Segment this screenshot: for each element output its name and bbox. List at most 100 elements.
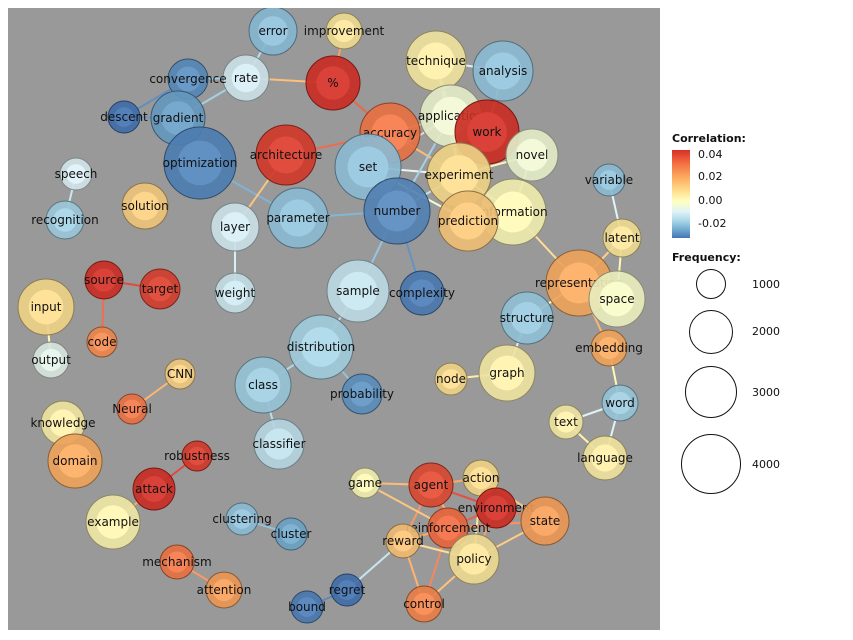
node-output-inner-circle [39, 348, 63, 372]
node-label-reinforcement: reinforcement [406, 521, 491, 535]
node-label-descent: descent [100, 110, 148, 124]
node-technique-inner-circle [417, 42, 455, 80]
node-knowledge-inner-circle [49, 409, 77, 437]
node-layer: layer [210, 202, 260, 252]
node-source-inner-circle [92, 268, 116, 292]
node-label-regret: regret [329, 583, 366, 597]
node-label-language: language [577, 451, 633, 465]
node-state: state [520, 496, 570, 546]
node-rate-inner-circle [231, 63, 261, 93]
node-novel: novel [505, 128, 559, 182]
node-label-mechanism: mechanism [142, 555, 212, 569]
node-cluster-inner-circle [281, 524, 301, 544]
node-label-percent: % [327, 76, 338, 90]
node-clustering: clustering [212, 502, 272, 536]
node-reinforcement: reinforcement [406, 507, 491, 549]
node-parameter-inner-circle [279, 199, 317, 237]
node-node-inner-circle [441, 369, 461, 389]
node-structure-inner-circle [510, 301, 544, 335]
node-label-variable: variable [585, 173, 633, 187]
node-speech-inner-circle [66, 164, 86, 184]
node-regret-inner-circle [337, 580, 357, 600]
node-text: text [548, 404, 584, 440]
node-label-node: node [436, 372, 466, 386]
node-label-attention: attention [197, 583, 252, 597]
node-label-probability: probability [330, 387, 394, 401]
node-reward: reward [382, 523, 424, 559]
node-embedding-inner-circle [597, 336, 621, 360]
node-label-complexity: complexity [389, 286, 455, 300]
node-classifier: classifier [253, 418, 306, 470]
node-latent: latent [602, 218, 642, 258]
node-attack: attack [132, 467, 176, 511]
node-input-inner-circle [28, 289, 64, 325]
node-environment: environment [458, 487, 535, 529]
node-label-action: action [463, 471, 500, 485]
node-label-sample: sample [336, 284, 380, 298]
frequency-tick-3000: 3000 [752, 386, 780, 399]
node-word-inner-circle [608, 391, 632, 415]
node-label-state: state [530, 514, 560, 528]
node-label-cnn: CNN [167, 367, 193, 381]
node-label-structure: structure [500, 311, 554, 325]
node-descent: descent [100, 100, 148, 134]
node-state-inner-circle [530, 506, 560, 536]
node-game: game [348, 467, 382, 499]
node-label-policy: policy [456, 552, 491, 566]
node-mechanism: mechanism [142, 544, 212, 580]
node-label-latent: latent [604, 231, 639, 245]
node-label-graph: graph [489, 366, 524, 380]
node-label-improvement: improvement [304, 24, 385, 38]
frequency-circle-1000 [696, 269, 726, 299]
node-label-clustering: clustering [212, 512, 271, 526]
node-novel-inner-circle [515, 138, 549, 172]
node-label-error: error [258, 24, 287, 38]
correlation-legend-title: Correlation: [672, 132, 746, 145]
node-neural-inner-circle [122, 399, 142, 419]
node-label-neural: Neural [112, 402, 152, 416]
node-distribution-inner-circle [301, 327, 341, 367]
node-label-recognition: recognition [31, 213, 99, 227]
node-label-target: target [142, 282, 179, 296]
node-attention: attention [197, 571, 252, 609]
node-experiment: experiment [425, 142, 494, 208]
node-game-inner-circle [355, 473, 375, 493]
node-label-analysis: analysis [479, 64, 528, 78]
node-robustness: robustness [164, 440, 230, 472]
node-agent-inner-circle [417, 471, 445, 499]
node-cnn-inner-circle [170, 364, 190, 384]
correlation-colorbar [672, 150, 690, 238]
nodes-layer: error improvement rate convergence % techniqu… [17, 8, 646, 624]
node-label-bound: bound [288, 600, 326, 614]
node-environment-inner-circle [483, 495, 509, 521]
node-recognition: recognition [31, 200, 99, 240]
node-probability-inner-circle [349, 381, 375, 407]
node-sample: sample [326, 259, 390, 323]
node-reinforcement-inner-circle [435, 515, 461, 541]
node-label-control: control [403, 597, 445, 611]
node-label-classifier: classifier [253, 437, 306, 451]
node-input: input [17, 278, 75, 336]
correlation-tick-3: -0.02 [698, 217, 727, 230]
node-robustness-inner-circle [187, 446, 207, 466]
node-label-experiment: experiment [425, 168, 494, 182]
node-label-cluster: cluster [271, 527, 312, 541]
node-label-prediction: prediction [438, 214, 498, 228]
node-solution-inner-circle [130, 191, 160, 221]
node-label-code: code [88, 335, 117, 349]
node-improvement-inner-circle [332, 19, 356, 43]
node-action: action [462, 459, 500, 497]
node-label-set: set [359, 160, 378, 174]
node-variable-inner-circle [599, 170, 619, 190]
frequency-circle-4000 [681, 434, 741, 494]
node-layer-inner-circle [220, 212, 250, 242]
node-neural: Neural [112, 393, 152, 425]
node-improvement: improvement [304, 12, 385, 50]
node-word: word [601, 384, 639, 422]
correlation-tick-0: 0.04 [698, 148, 723, 161]
node-error: error [248, 8, 298, 56]
node-label-technique: technique [406, 54, 466, 68]
node-label-knowledge: knowledge [30, 416, 95, 430]
network-graph: error improvement rate convergence% techniqu… [8, 8, 660, 630]
node-label-reward: reward [382, 534, 424, 548]
